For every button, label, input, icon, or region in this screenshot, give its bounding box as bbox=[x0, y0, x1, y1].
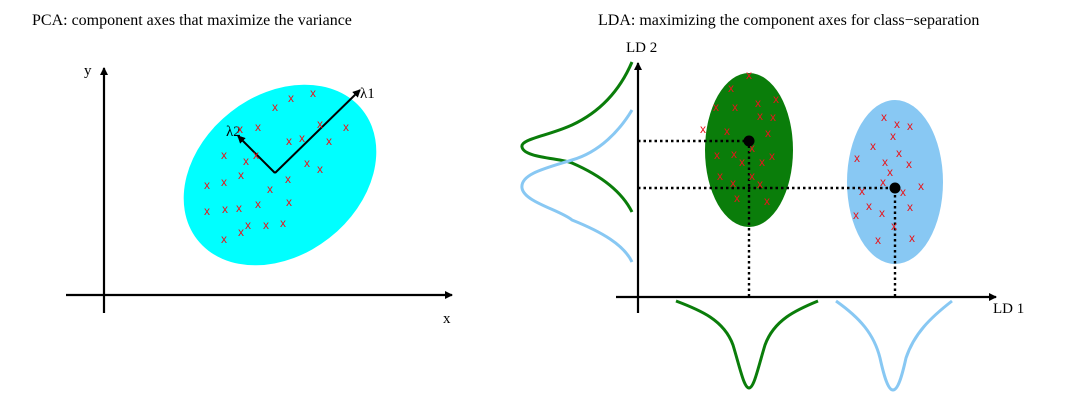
pca-data-point: x bbox=[236, 201, 242, 215]
pca-data-point: x bbox=[280, 216, 286, 230]
lda-class1-point: x bbox=[713, 100, 719, 114]
lda-class1-point: x bbox=[757, 177, 763, 191]
lda-class1-point: x bbox=[749, 141, 755, 155]
lda-class2-point: x bbox=[879, 206, 885, 220]
pca-lambda2-arrow bbox=[237, 135, 276, 174]
lda-class1-point: x bbox=[730, 176, 736, 190]
pca-data-point: x bbox=[243, 154, 249, 168]
pca-data-point: x bbox=[238, 168, 244, 182]
pca-data-point: x bbox=[310, 86, 316, 100]
pca-data-point: x bbox=[204, 178, 210, 192]
lda-class1-point: x bbox=[764, 194, 770, 208]
lda-class2-point: x bbox=[909, 231, 915, 245]
lda-class2-point: x bbox=[854, 151, 860, 165]
pca-data-point: x bbox=[237, 122, 243, 136]
pca-data-point: x bbox=[253, 148, 259, 162]
pca-data-point: x bbox=[238, 225, 244, 239]
lda-class2-ld2-distribution bbox=[520, 109, 634, 263]
lda-class2-ld1-distribution bbox=[835, 299, 953, 392]
pca-data-point: x bbox=[267, 182, 273, 196]
pca-panel: PCA: component axes that maximize the va… bbox=[32, 12, 453, 327]
lda-class2-ellipse bbox=[847, 100, 943, 264]
lda-class2-point: x bbox=[907, 200, 913, 214]
lda-class2-point: x bbox=[890, 129, 896, 143]
lda-panel: LDA: maximizing the component axes for c… bbox=[520, 12, 1024, 392]
lda-class2-point: x bbox=[894, 117, 900, 131]
lda-class2-point: x bbox=[853, 208, 859, 222]
lda-class1-point: x bbox=[728, 81, 734, 95]
pca-data-point: x bbox=[263, 218, 269, 232]
pca-data-point: x bbox=[221, 232, 227, 246]
pca-data-point: x bbox=[317, 117, 323, 131]
pca-x-label: x bbox=[443, 311, 451, 327]
lda-class1-point: x bbox=[765, 126, 771, 140]
pca-title: PCA: component axes that maximize the va… bbox=[32, 12, 352, 29]
pca-data-point: x bbox=[221, 175, 227, 189]
pca-y-label: y bbox=[84, 63, 92, 79]
pca-data-point: x bbox=[288, 91, 294, 105]
lda-class1-point: x bbox=[724, 124, 730, 138]
pca-data-point: x bbox=[255, 120, 261, 134]
pca-lambda1-arrow bbox=[274, 89, 361, 174]
lda-ld1-label: LD 1 bbox=[993, 301, 1024, 317]
pca-data-point: x bbox=[304, 156, 310, 170]
lda-title: LDA: maximizing the component axes for c… bbox=[598, 12, 979, 29]
lda-class2-point: x bbox=[880, 175, 886, 189]
lda-class2-mean bbox=[889, 182, 901, 194]
lda-class1-ld1-distribution bbox=[675, 299, 819, 390]
lda-class1-ld2-distribution bbox=[520, 61, 634, 213]
lda-class2-point: x bbox=[896, 146, 902, 160]
lda-class1-point: x bbox=[732, 100, 738, 114]
pca-data-point: x bbox=[255, 197, 261, 211]
lda-class1-point: x bbox=[714, 148, 720, 162]
lda-class1-mean bbox=[743, 135, 755, 147]
lda-class1-point: x bbox=[746, 68, 752, 82]
lda-class2-point: x bbox=[891, 219, 897, 233]
lda-class2-point: x bbox=[907, 119, 913, 133]
pca-data-point: x bbox=[272, 100, 278, 114]
lda-class1-point: x bbox=[773, 92, 779, 106]
pca-data-point: x bbox=[285, 172, 291, 186]
lda-class1-point: x bbox=[700, 122, 706, 136]
lda-class1-point: x bbox=[759, 155, 765, 169]
lda-class2-point: x bbox=[900, 185, 906, 199]
lda-class2-point: x bbox=[918, 179, 924, 193]
pca-data-point: x bbox=[286, 134, 292, 148]
lda-class2-point: x bbox=[882, 155, 888, 169]
lda-class2-point: x bbox=[870, 139, 876, 153]
pca-data-point: x bbox=[245, 218, 251, 232]
pca-data-point: x bbox=[343, 120, 349, 134]
lda-class1-point: x bbox=[734, 191, 740, 205]
lda-class1-point: x bbox=[755, 96, 761, 110]
pca-data-point: x bbox=[286, 195, 292, 209]
lda-class2-point: x bbox=[866, 199, 872, 213]
pca-data-point: x bbox=[299, 131, 305, 145]
lda-class2-point: x bbox=[875, 233, 881, 247]
pca-lambda2-label: λ2 bbox=[226, 124, 241, 140]
pca-data-point: x bbox=[222, 202, 228, 216]
lda-class1-point: x bbox=[749, 169, 755, 183]
pca-lambda1-label: λ1 bbox=[360, 86, 375, 102]
lda-class1-point: x bbox=[731, 147, 737, 161]
pca-data-point: x bbox=[326, 134, 332, 148]
lda-class1-point: x bbox=[739, 155, 745, 169]
lda-class2-point: x bbox=[906, 157, 912, 171]
lda-class2-point: x bbox=[881, 110, 887, 124]
pca-data-point: x bbox=[317, 162, 323, 176]
lda-class2-point: x bbox=[859, 184, 865, 198]
lda-class1-point: x bbox=[770, 110, 776, 124]
lda-class1-point: x bbox=[717, 169, 723, 183]
lda-class1-point: x bbox=[757, 109, 763, 123]
lda-class1-point: x bbox=[769, 149, 775, 163]
lda-ld2-label: LD 2 bbox=[626, 40, 657, 56]
pca-data-ellipse bbox=[183, 84, 377, 266]
pca-data-point: x bbox=[221, 148, 227, 162]
pca-data-point: x bbox=[204, 204, 210, 218]
lda-class2-point: x bbox=[887, 165, 893, 179]
